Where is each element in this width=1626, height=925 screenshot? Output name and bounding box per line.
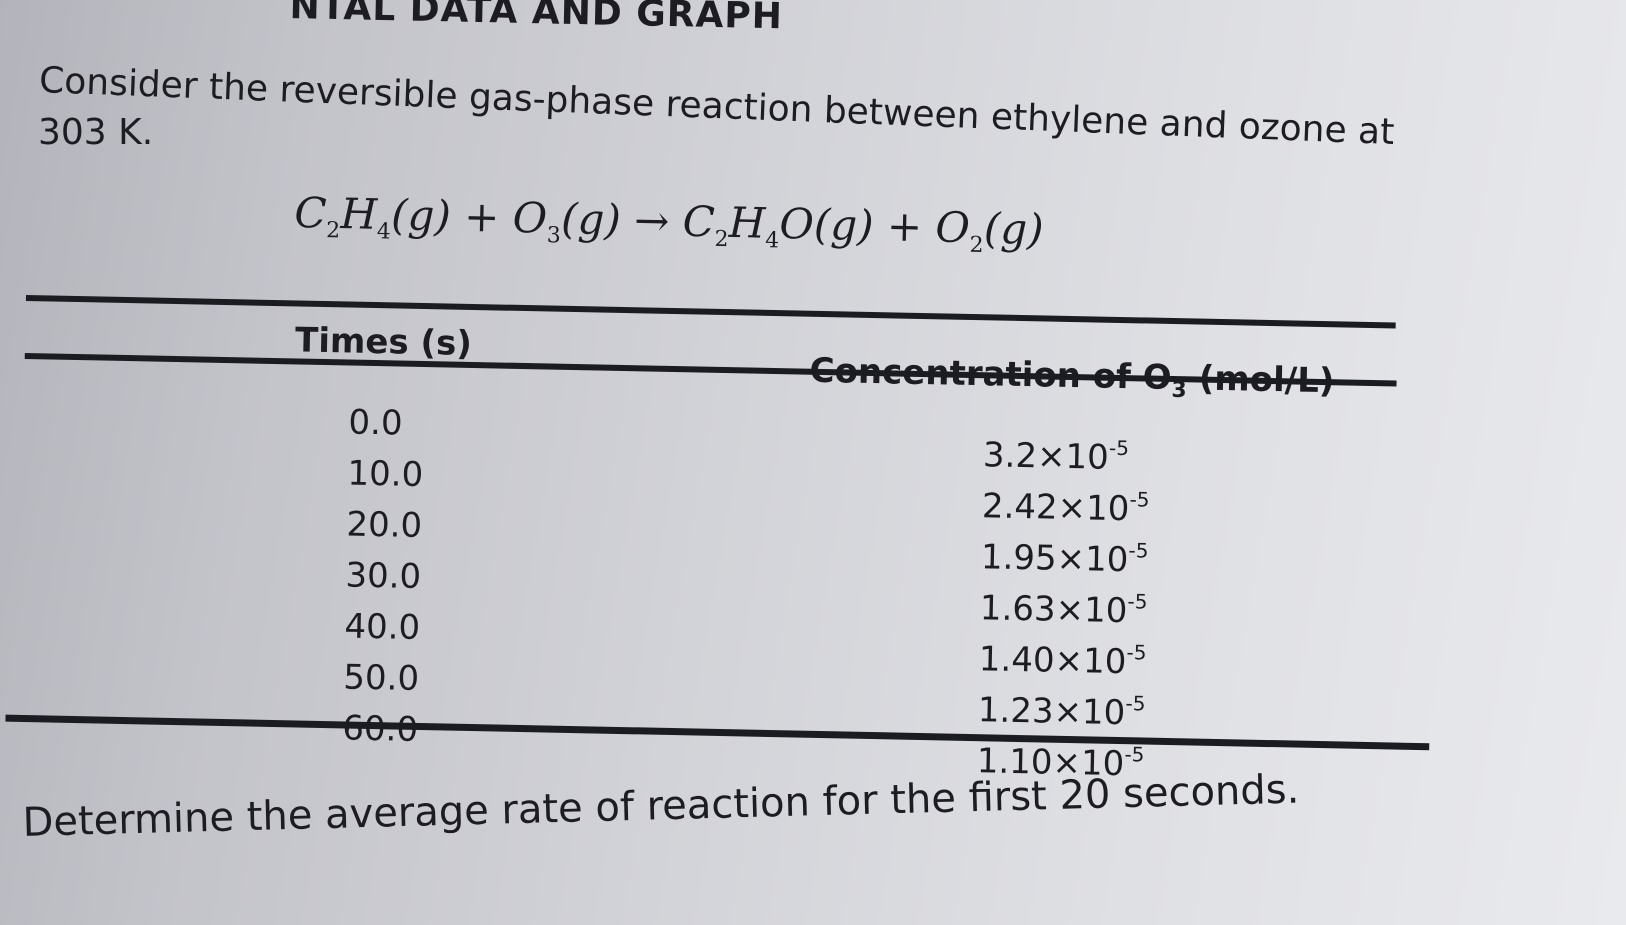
- conc-mantissa: 1.40: [978, 639, 1055, 681]
- section-heading: NTAL DATA AND GRAPH: [289, 0, 784, 38]
- eq-ethylene-h-sub: 4: [376, 219, 392, 245]
- time-cell: 0.0: [348, 402, 403, 444]
- conc-base: ×10: [1055, 589, 1128, 632]
- conc-base: ×10: [1056, 538, 1129, 581]
- eq-ethylene-h: H: [340, 189, 378, 239]
- eq-oxygen-phase: (g): [983, 203, 1045, 254]
- eq-arrow: →: [633, 195, 670, 246]
- reaction-equation: C2H4(g) + O3(g) → C2H4O(g) + O2(g): [294, 188, 1044, 259]
- conc-exponent: -5: [1129, 487, 1150, 512]
- concentration-cell: 1.63×10-5: [979, 583, 1148, 637]
- conc-base: ×10: [1054, 640, 1127, 683]
- eq-ozone-o: O: [512, 192, 548, 243]
- intro-text-line-1: Consider the reversible gas-phase reacti…: [38, 60, 1396, 154]
- conc-exponent: -5: [1127, 589, 1148, 614]
- conc-mantissa: 1.23: [977, 690, 1054, 732]
- eq-oxygen-o: O: [934, 202, 971, 253]
- eq-product-h: H: [728, 197, 767, 248]
- conc-mantissa: 1.63: [979, 588, 1056, 630]
- conc-mantissa: 1.95: [980, 537, 1058, 579]
- time-column: 0.0 10.0 20.0 30.0 40.0 50.0 60.0: [342, 398, 425, 756]
- concentration-cell: 1.95×10-5: [980, 532, 1149, 586]
- eq-product-c-sub: 2: [714, 226, 729, 253]
- conc-base: ×10: [1053, 691, 1126, 734]
- conc-exponent: -5: [1126, 640, 1147, 665]
- conc-mantissa: 2.42: [981, 486, 1059, 528]
- data-table: Times (s) Concentration of O3 (mol/L) 0.…: [5, 295, 1430, 784]
- conc-mantissa: 3.2: [982, 435, 1038, 477]
- time-cell: 50.0: [342, 657, 420, 699]
- time-cell: 10.0: [347, 453, 424, 496]
- eq-ethylene-c: C: [293, 188, 328, 238]
- conc-base: ×10: [1036, 436, 1110, 478]
- concentration-cell: 2.42×10-5: [981, 481, 1150, 535]
- time-cell: 40.0: [344, 606, 421, 648]
- conc-exponent: -5: [1128, 538, 1149, 563]
- time-cell: 30.0: [345, 555, 422, 597]
- eq-oxygen-sub: 2: [969, 232, 984, 259]
- eq-plus-2: +: [886, 201, 923, 252]
- conc-exponent: -5: [1108, 435, 1130, 461]
- eq-product-phase: (g): [813, 199, 875, 251]
- conc-base: ×10: [1057, 487, 1130, 530]
- conc-exponent: -5: [1125, 691, 1146, 716]
- eq-ozone-sub: 3: [546, 223, 562, 249]
- eq-ethylene-c-sub: 2: [325, 218, 341, 244]
- eq-ethylene-phase: (g): [390, 190, 452, 241]
- time-cell: 20.0: [346, 504, 423, 546]
- eq-product-c: C: [682, 196, 716, 247]
- concentration-cell: 3.2×10-5: [982, 430, 1150, 484]
- concentration-cell: 1.40×10-5: [978, 634, 1146, 688]
- eq-ozone-phase: (g): [560, 194, 622, 245]
- table-top-rule: [25, 295, 1396, 329]
- table-bottom-rule: [5, 714, 1430, 751]
- time-column-header: Times (s): [294, 320, 473, 364]
- concentration-cell: 1.23×10-5: [977, 685, 1145, 739]
- eq-product-h-sub: 4: [764, 228, 780, 254]
- eq-product-o: O: [778, 199, 815, 249]
- intro-text-line-2: 303 K.: [38, 112, 154, 153]
- eq-plus-1: +: [463, 191, 500, 242]
- conc-exponent: -5: [1124, 742, 1145, 767]
- question-text: Determine the average rate of reaction f…: [22, 766, 1300, 846]
